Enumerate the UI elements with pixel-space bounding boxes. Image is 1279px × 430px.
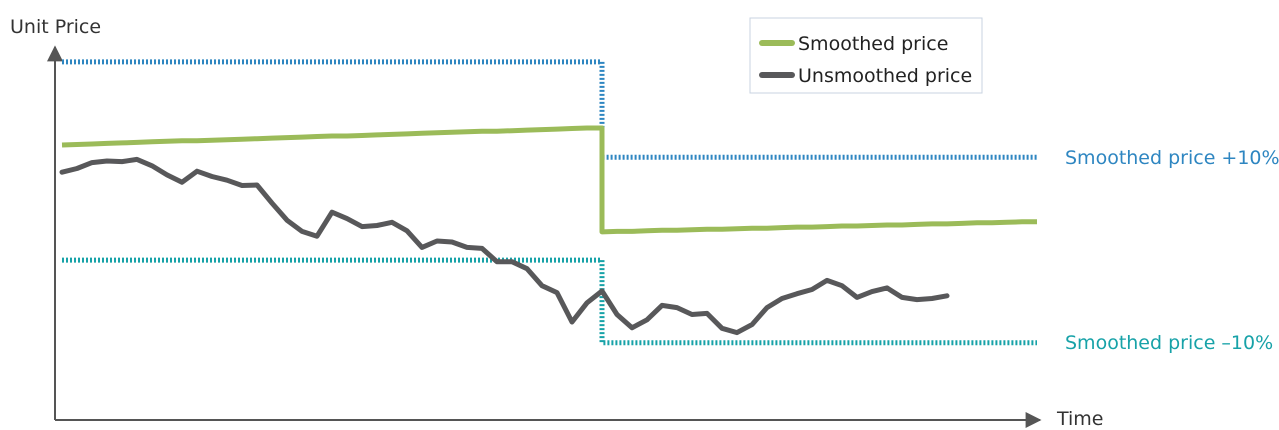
- unsmoothed-price-line: [59, 156, 950, 336]
- lower-band-label: Smoothed price –10%: [1065, 332, 1273, 354]
- upper-band-line: [62, 59, 1037, 160]
- legend-label-smoothed: Smoothed price: [798, 33, 948, 55]
- upper-band-label: Smoothed price +10%: [1065, 147, 1279, 169]
- legend-label-unsmoothed: Unsmoothed price: [798, 65, 972, 87]
- legend: Smoothed price Unsmoothed price: [749, 17, 983, 94]
- smoothed-price-line: [61, 125, 1037, 235]
- y-axis-label: Unit Price: [10, 16, 101, 38]
- x-axis-label: Time: [1056, 408, 1104, 430]
- lower-band-line: [62, 257, 1037, 346]
- legend-box: [749, 17, 983, 94]
